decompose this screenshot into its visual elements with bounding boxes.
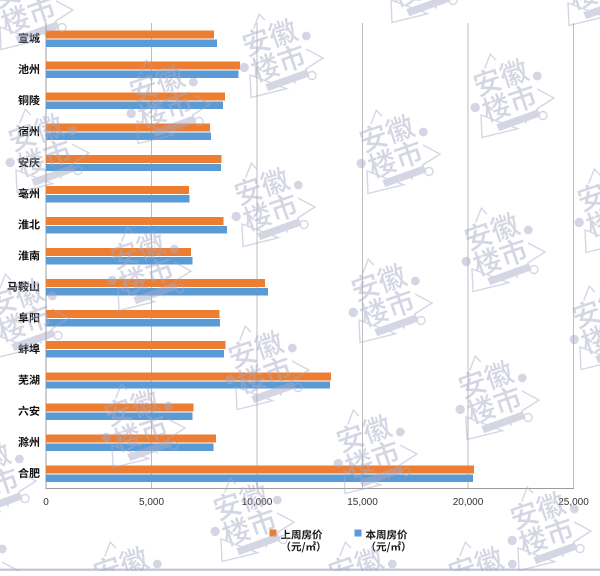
svg-text:5,000: 5,000 (139, 497, 164, 508)
svg-text:25,000: 25,000 (558, 497, 589, 508)
svg-text:0: 0 (43, 497, 49, 508)
svg-text:10,000: 10,000 (242, 497, 273, 508)
svg-text:15,000: 15,000 (347, 497, 378, 508)
svg-text:20,000: 20,000 (453, 497, 484, 508)
